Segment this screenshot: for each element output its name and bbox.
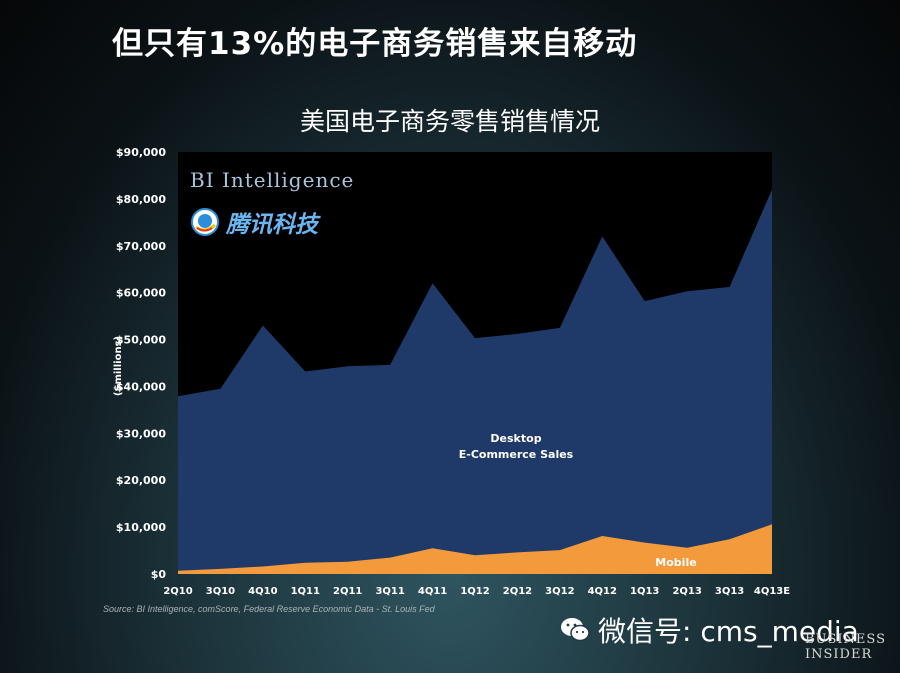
y-axis-ticks: $0 $10,000 $20,000 $30,000 $40,000 $50,000 $60… — [116, 146, 166, 581]
x-tick-label: 4Q12 — [588, 586, 617, 597]
wechat-icon — [561, 618, 590, 642]
mobile-area — [178, 524, 772, 574]
y-tick-label: $20,000 — [116, 474, 166, 487]
x-tick-label: 2Q10 — [163, 586, 192, 597]
y-tick-label: $30,000 — [116, 427, 166, 440]
y-tick-label: $90,000 — [116, 146, 166, 159]
x-tick-label: 2Q13 — [672, 586, 701, 597]
y-tick-label: $50,000 — [116, 334, 166, 347]
mobile-series-label: Mobile — [655, 556, 696, 569]
tencent-globe-icon — [191, 208, 219, 236]
y-tick-label: $60,000 — [116, 287, 166, 300]
tencent-tech-logo: 腾讯科技 — [190, 205, 318, 239]
x-tick-label: 4Q10 — [248, 586, 277, 597]
business-insider-line1: BUSINESS — [805, 632, 886, 647]
y-tick-label: $40,000 — [116, 380, 166, 393]
x-tick-label: 1Q13 — [630, 586, 659, 597]
x-tick-label: 3Q12 — [545, 586, 574, 597]
x-tick-label: 3Q10 — [206, 586, 235, 597]
bi-intelligence-logo: BI Intelligence — [190, 168, 355, 192]
desktop-area — [178, 189, 772, 574]
y-tick-label: $70,000 — [116, 240, 166, 253]
x-tick-label: 1Q11 — [291, 586, 320, 597]
y-tick-label: $0 — [151, 568, 167, 581]
y-axis-label: ($millions) — [113, 336, 124, 396]
area-layer — [178, 189, 772, 574]
x-axis-ticks: 2Q10 3Q10 4Q10 1Q11 2Q11 3Q11 4Q11 1Q12 2Q12 3Q12… — [163, 586, 790, 597]
desktop-series-label-line2: E-Commerce Sales — [459, 448, 574, 461]
watermark-text: 微信号: cms_media — [598, 615, 859, 648]
y-tick-label: $80,000 — [116, 193, 166, 206]
desktop-series-label: Desktop — [490, 432, 541, 445]
x-tick-label: 2Q12 — [503, 586, 532, 597]
wechat-watermark: 微信号: cms_media — [560, 610, 859, 650]
x-tick-label: 1Q12 — [460, 586, 489, 597]
y-tick-label: $10,000 — [116, 521, 166, 534]
x-tick-label: 3Q13 — [715, 586, 744, 597]
business-insider-line2: INSIDER — [805, 647, 873, 662]
x-tick-label: 4Q11 — [418, 586, 447, 597]
headline: 但只有13%的电子商务销售来自移动 — [112, 26, 638, 62]
x-tick-label: 2Q11 — [333, 586, 362, 597]
chart-title: 美国电子商务零售销售情况 — [299, 107, 600, 136]
business-insider-logo: BUSINESS INSIDER — [805, 632, 886, 662]
x-tick-label: 4Q13E — [754, 586, 790, 597]
tencent-tech-text: 腾讯科技 — [226, 212, 318, 238]
source-note: Source: BI Intelligence, comScore, Feder… — [103, 604, 435, 614]
x-tick-label: 3Q11 — [375, 586, 404, 597]
